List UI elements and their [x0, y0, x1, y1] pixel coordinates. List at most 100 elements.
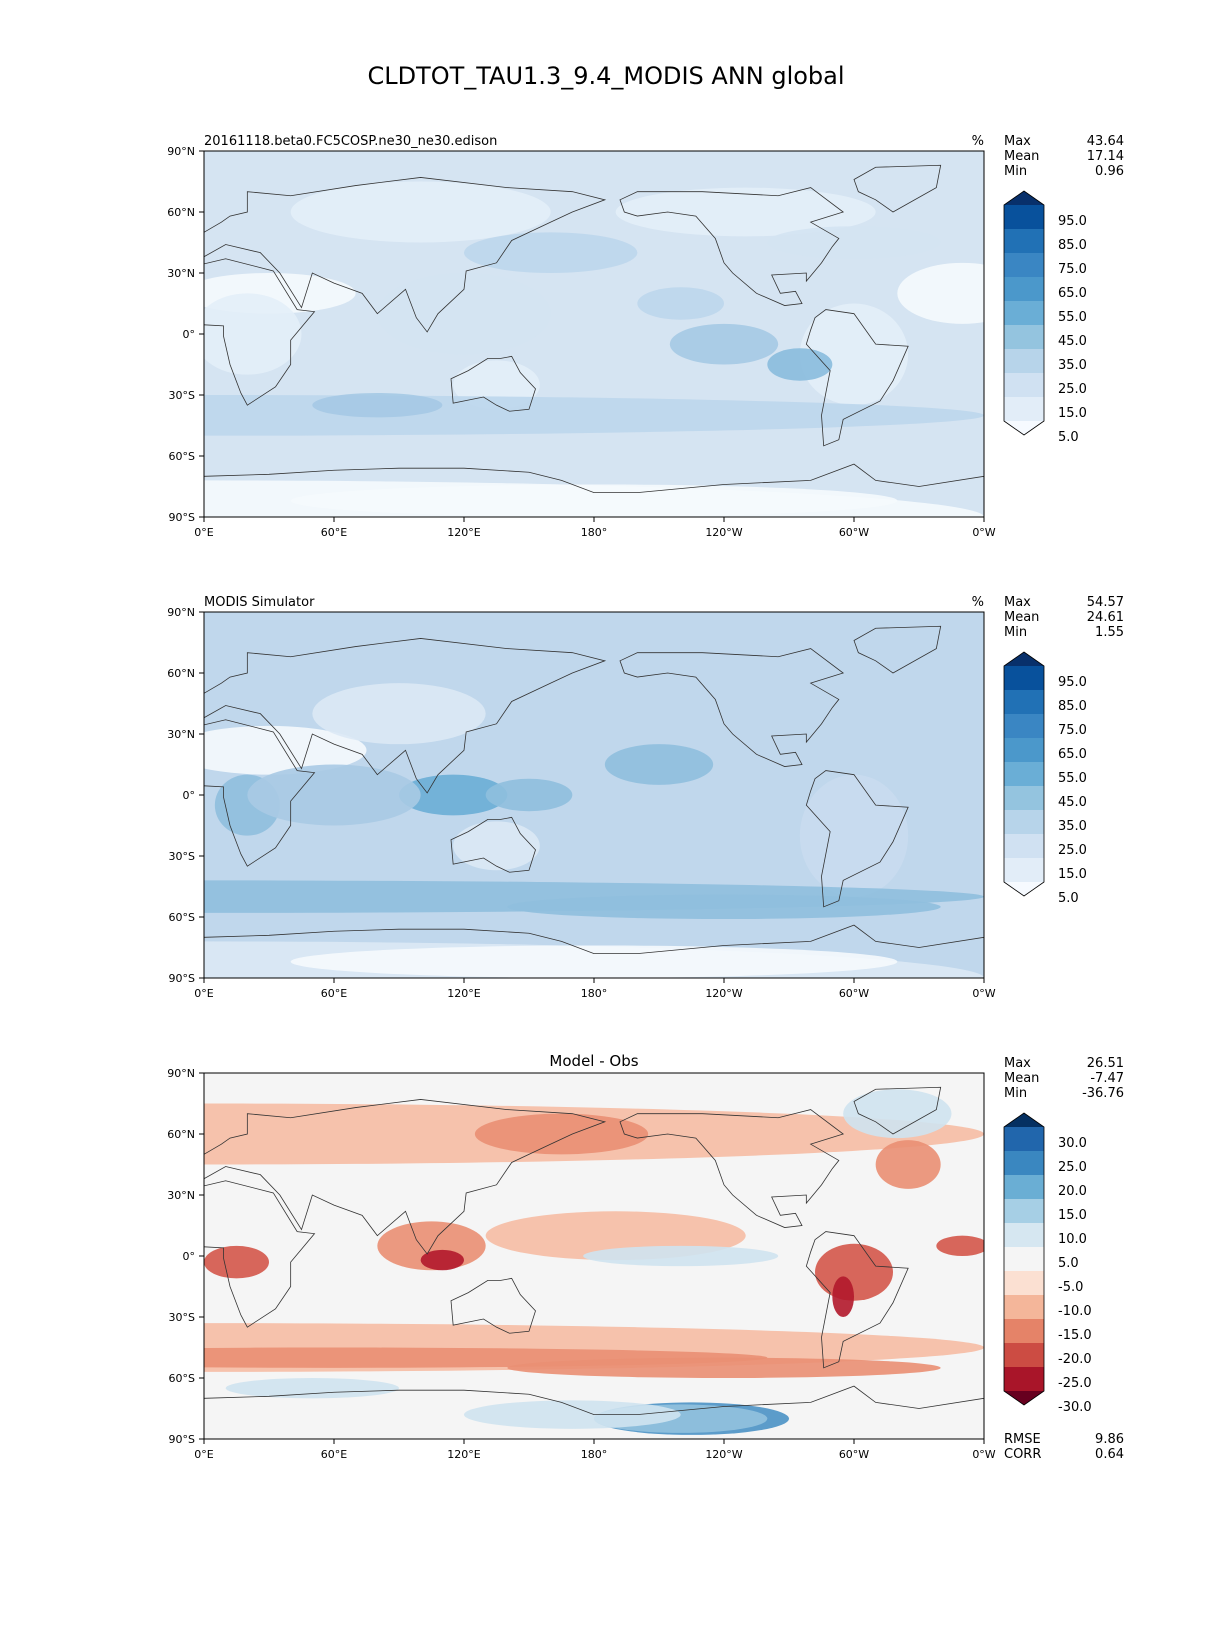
x-tick-label: 120°W [705, 987, 742, 1000]
colorbar-segment [1004, 1127, 1044, 1152]
panel-title: MODIS Simulator [204, 595, 315, 610]
colorbar-segment [1004, 301, 1044, 326]
field-region [799, 774, 909, 897]
field-region [637, 287, 725, 320]
colorbar-extend-top [1004, 191, 1044, 205]
y-tick-label: 30°N [167, 267, 195, 280]
field-region [290, 484, 898, 517]
panel-3: 0°E 60°E 120°E 180° 120°W 60°W 0°W 90°N 60°N 30°N… [167, 1052, 1124, 1462]
stat-value-min: -36.76 [1082, 1086, 1124, 1101]
field-region [669, 323, 779, 365]
coastline-antarctica [204, 1385, 984, 1439]
colorbar-label: 25.0 [1058, 382, 1087, 397]
coastlines [204, 625, 984, 978]
field-region [936, 1235, 984, 1256]
x-tick-label: 0°E [194, 526, 213, 539]
colorbar-segment [1004, 349, 1044, 374]
colorbar: 30.0 25.0 20.0 15.0 10.0 5.0 -5.0 -10.0 -15.0 -20… [1003, 1112, 1092, 1415]
colorbar-segment [1004, 277, 1044, 302]
colorbar-label: 30.0 [1058, 1136, 1087, 1151]
panel-1: 0°E 60°E 120°E 180° 120°W 60°W 0°W 90°N 60°N 30°N… [167, 134, 1124, 539]
field-region [799, 303, 909, 406]
x-tick-label: 180° [581, 987, 608, 1000]
colorbar-extend-bottom [1004, 882, 1044, 896]
y-tick-label: 90°S [169, 972, 195, 985]
colorbar-label: 5.0 [1058, 1256, 1079, 1271]
colorbar-segment [1004, 1271, 1044, 1296]
field-region [247, 764, 421, 826]
coastline-southamerica [805, 309, 909, 447]
stat-label-mean: Mean [1004, 610, 1039, 625]
colorbar-segment [1004, 325, 1044, 350]
coastline-greenland [853, 164, 942, 213]
x-tick-label: 0°W [972, 1448, 995, 1461]
y-tick-label: 90°N [167, 1067, 195, 1080]
panel-title: 20161118.beta0.FC5COSP.ne30_ne30.edison [204, 134, 497, 149]
coastlines [204, 1086, 984, 1439]
field-region [399, 774, 508, 816]
colorbar-extend-bottom [1004, 421, 1044, 435]
field-region [474, 1113, 649, 1155]
y-tick-label: 90°S [169, 511, 195, 524]
stat-value-max: 26.51 [1087, 1056, 1124, 1071]
coastlines [204, 164, 984, 517]
x-tick-label: 120°W [705, 526, 742, 539]
x-tick-label: 0°E [194, 1448, 213, 1461]
stat-label-mean: Mean [1004, 1071, 1039, 1086]
colorbar-label: 45.0 [1058, 795, 1087, 810]
colorbar-segment [1004, 1295, 1044, 1320]
coastline-eurasia [204, 177, 607, 333]
colorbar-segment [1004, 834, 1044, 859]
colorbar-label: 35.0 [1058, 358, 1087, 373]
stat-label-corr: CORR [1004, 1447, 1041, 1462]
field-region [507, 894, 941, 920]
colorbar-label: -30.0 [1058, 1400, 1092, 1415]
y-tick-label: 60°S [169, 1372, 195, 1385]
colorbar-segment [1004, 397, 1044, 422]
colorbar-outline [1003, 651, 1045, 897]
stat-value-mean: -7.47 [1090, 1071, 1124, 1086]
colorbar-label: 75.0 [1058, 262, 1087, 277]
colorbar-label: -10.0 [1058, 1304, 1092, 1319]
field-region [604, 744, 714, 785]
stat-value-corr: 0.64 [1095, 1447, 1124, 1462]
y-tick-label: 30°N [167, 1189, 195, 1202]
colorbar-label: 85.0 [1058, 699, 1087, 714]
y-tick-label: 30°S [169, 850, 195, 863]
y-tick-label: 90°N [167, 606, 195, 619]
colorbar-segment [1004, 253, 1044, 278]
colorbar-segment [1004, 762, 1044, 787]
map-field [204, 612, 984, 978]
colorbar-label: 95.0 [1058, 675, 1087, 690]
x-tick-label: 60°E [321, 1448, 347, 1461]
field-region [485, 778, 573, 812]
colorbar-extend-top [1004, 652, 1044, 666]
colorbar-label: 25.0 [1058, 843, 1087, 858]
stat-value-rmse: 9.86 [1095, 1432, 1124, 1447]
coastline-africa [204, 258, 316, 406]
coastline-eurasia [204, 1099, 607, 1255]
stat-value-min: 1.55 [1095, 625, 1124, 640]
x-tick-label: 120°E [447, 987, 480, 1000]
colorbar-label: 5.0 [1058, 891, 1079, 906]
y-tick-label: 0° [183, 1250, 196, 1263]
stat-label-max: Max [1004, 1056, 1031, 1071]
colorbar-segment [1004, 1223, 1044, 1248]
stat-label-min: Min [1004, 1086, 1027, 1101]
stat-value-mean: 24.61 [1087, 610, 1124, 625]
y-tick-label: 60°N [167, 206, 195, 219]
y-tick-label: 30°S [169, 389, 195, 402]
stat-label-max: Max [1004, 595, 1031, 610]
coastline-northamerica [619, 187, 845, 306]
x-tick-label: 0°W [972, 987, 995, 1000]
colorbar-label: 85.0 [1058, 238, 1087, 253]
colorbar-segment [1004, 1151, 1044, 1176]
y-tick-label: 30°S [169, 1311, 195, 1324]
field-region [225, 1378, 399, 1399]
colorbar-segment [1004, 1367, 1044, 1392]
field-region [204, 1245, 269, 1279]
stat-label-max: Max [1004, 134, 1031, 149]
map-field [204, 1073, 984, 1439]
field-region [290, 945, 898, 978]
